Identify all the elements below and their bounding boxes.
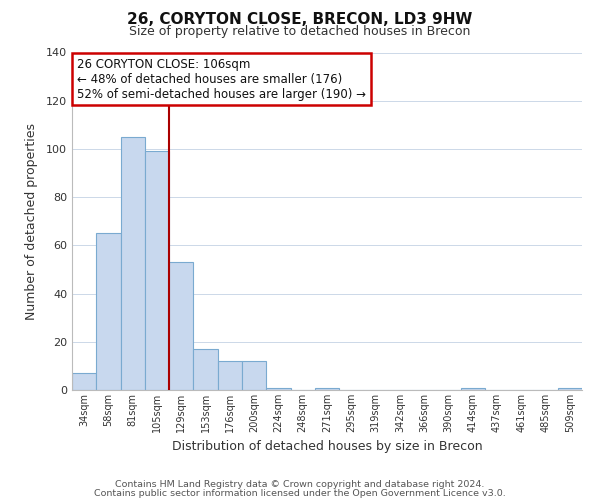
Bar xyxy=(266,388,290,390)
Text: 26 CORYTON CLOSE: 106sqm
← 48% of detached houses are smaller (176)
52% of semi-: 26 CORYTON CLOSE: 106sqm ← 48% of detach… xyxy=(77,58,366,100)
Y-axis label: Number of detached properties: Number of detached properties xyxy=(25,122,38,320)
Bar xyxy=(145,152,169,390)
Bar xyxy=(218,361,242,390)
Bar xyxy=(461,388,485,390)
Bar xyxy=(169,262,193,390)
Bar xyxy=(315,388,339,390)
Text: Contains public sector information licensed under the Open Government Licence v3: Contains public sector information licen… xyxy=(94,489,506,498)
Bar xyxy=(121,137,145,390)
Text: 26, CORYTON CLOSE, BRECON, LD3 9HW: 26, CORYTON CLOSE, BRECON, LD3 9HW xyxy=(127,12,473,26)
Bar xyxy=(193,349,218,390)
Text: Contains HM Land Registry data © Crown copyright and database right 2024.: Contains HM Land Registry data © Crown c… xyxy=(115,480,485,489)
X-axis label: Distribution of detached houses by size in Brecon: Distribution of detached houses by size … xyxy=(172,440,482,454)
Bar xyxy=(72,373,96,390)
Bar xyxy=(558,388,582,390)
Bar xyxy=(96,234,121,390)
Text: Size of property relative to detached houses in Brecon: Size of property relative to detached ho… xyxy=(130,25,470,38)
Bar xyxy=(242,361,266,390)
